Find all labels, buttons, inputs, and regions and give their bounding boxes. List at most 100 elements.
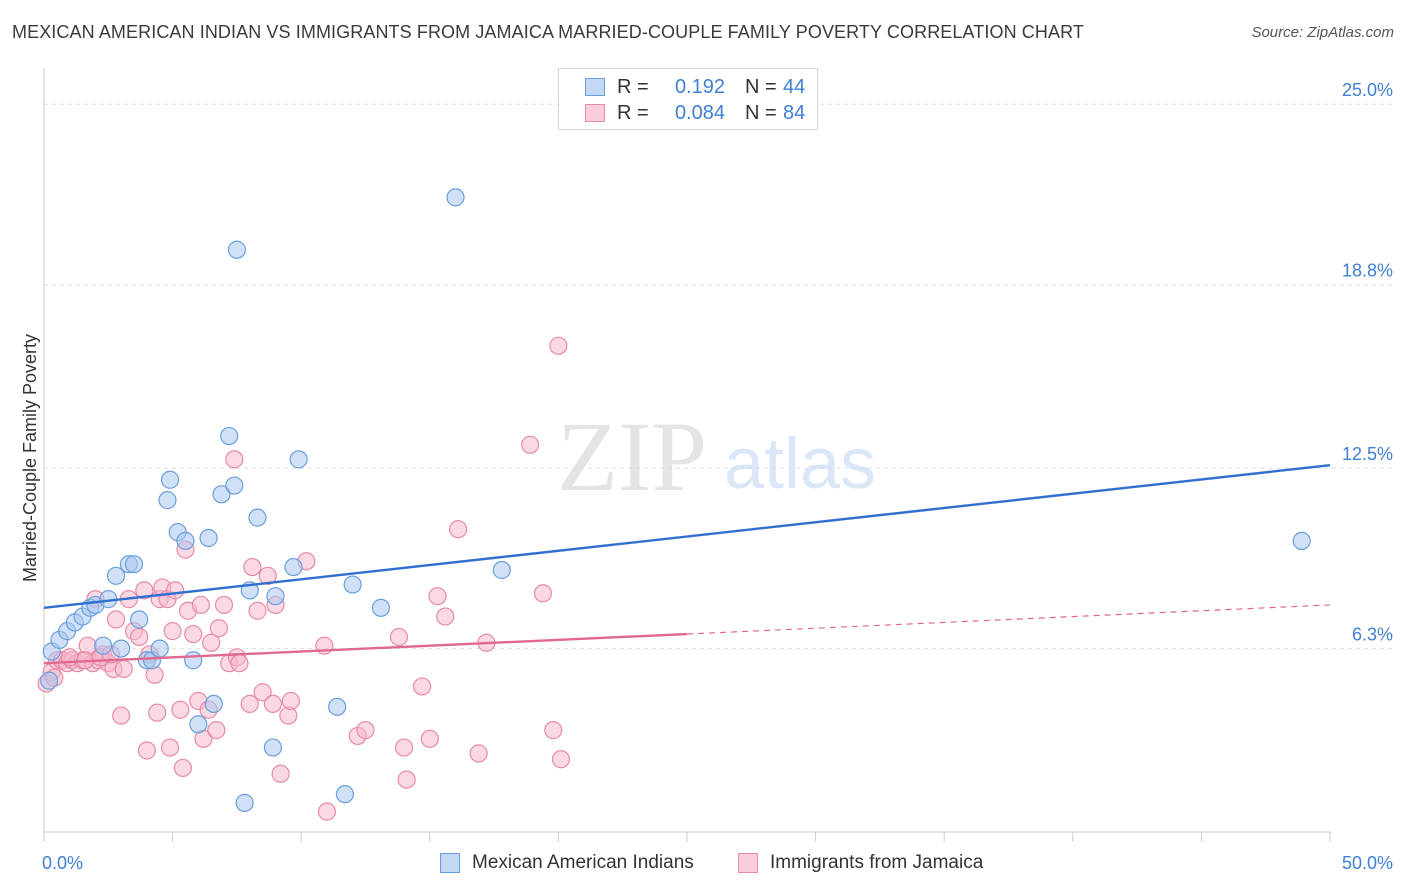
data-point-jamaica bbox=[248, 601, 267, 620]
grid-lines bbox=[44, 103, 1392, 650]
axes bbox=[43, 68, 1331, 842]
legend-row-blue: R = 0.192 N = 44 bbox=[585, 74, 805, 100]
n-value: 44 bbox=[783, 75, 806, 98]
data-point-mexican-american-indians bbox=[235, 793, 254, 812]
data-point-mexican-american-indians bbox=[225, 476, 244, 495]
data-point-jamaica bbox=[281, 691, 301, 711]
n-label: N = bbox=[745, 75, 777, 98]
data-point-mexican-american-indians bbox=[227, 240, 246, 259]
data-point-jamaica bbox=[317, 802, 337, 821]
data-point-mexican-american-indians bbox=[328, 697, 347, 716]
data-point-jamaica bbox=[114, 659, 133, 679]
data-point-jamaica bbox=[112, 706, 131, 725]
data-point-mexican-american-indians bbox=[112, 639, 131, 658]
data-point-mexican-american-indians bbox=[335, 785, 355, 804]
data-point-mexican-american-indians bbox=[343, 575, 362, 594]
data-point-mexican-american-indians bbox=[371, 598, 391, 617]
data-point-jamaica bbox=[521, 435, 540, 454]
data-point-jamaica bbox=[106, 610, 126, 629]
n-value: 84 bbox=[783, 101, 806, 124]
data-point-jamaica bbox=[163, 622, 182, 641]
data-point-mexican-american-indians bbox=[160, 470, 180, 489]
data-point-jamaica bbox=[243, 557, 262, 577]
data-point-jamaica bbox=[214, 595, 234, 615]
trend-line-jamaica-extension bbox=[686, 604, 1331, 635]
data-point-mexican-american-indians bbox=[212, 485, 231, 504]
trend-line-mexican-american-indians bbox=[43, 463, 1331, 610]
data-point-jamaica bbox=[448, 520, 468, 539]
trend-line-jamaica bbox=[43, 632, 688, 665]
watermark-atlas: atlas bbox=[724, 424, 876, 504]
trend-lines bbox=[43, 463, 1331, 665]
data-point-jamaica bbox=[551, 750, 571, 769]
data-point-jamaica bbox=[148, 703, 167, 722]
data-point-jamaica bbox=[209, 619, 228, 638]
data-point-mexican-american-indians bbox=[266, 587, 285, 606]
data-point-jamaica bbox=[549, 336, 568, 355]
data-point-jamaica bbox=[436, 607, 455, 626]
data-point-jamaica bbox=[130, 627, 149, 647]
watermark-zip: ZIP bbox=[557, 401, 707, 512]
data-point-mexican-american-indians bbox=[289, 450, 308, 469]
data-point-jamaica bbox=[135, 581, 154, 600]
r-label: R = bbox=[617, 101, 649, 124]
data-point-jamaica bbox=[230, 654, 249, 673]
data-point-jamaica bbox=[166, 581, 185, 600]
tick-labels: 6.3% 12.5% 18.8% 25.0% 0.0% 50.0% bbox=[42, 80, 1393, 873]
r-value: 0.192 bbox=[674, 75, 725, 98]
data-point-jamaica bbox=[394, 738, 414, 757]
data-point-jamaica bbox=[137, 741, 156, 760]
r-label: R = bbox=[617, 75, 649, 98]
data-point-mexican-american-indians bbox=[94, 636, 113, 655]
data-point-jamaica bbox=[271, 764, 290, 783]
data-point-mexican-american-indians bbox=[150, 639, 169, 658]
data-point-jamaica bbox=[397, 770, 416, 789]
data-point-jamaica bbox=[356, 721, 375, 740]
data-point-mexican-american-indians bbox=[40, 671, 59, 690]
data-point-jamaica bbox=[258, 566, 277, 585]
data-point-mexican-american-indians bbox=[1292, 531, 1311, 550]
data-point-mexican-american-indians bbox=[176, 531, 195, 550]
source-label: Source: ZipAtlas.com bbox=[1251, 24, 1394, 41]
data-point-jamaica bbox=[428, 587, 447, 606]
watermark: ZIP atlas bbox=[557, 401, 876, 512]
legend-row-pink: R = 0.084 N = 84 bbox=[585, 100, 805, 126]
data-point-jamaica bbox=[412, 677, 432, 696]
data-point-mexican-american-indians bbox=[130, 610, 149, 629]
data-point-mexican-american-indians bbox=[446, 188, 465, 207]
data-point-jamaica bbox=[253, 683, 272, 702]
legend-item-mexican-american-indians: Mexican American Indians bbox=[440, 852, 694, 874]
y-tick-label: 12.5% bbox=[1342, 444, 1393, 464]
y-tick-label: 25.0% bbox=[1342, 80, 1393, 100]
data-point-jamaica bbox=[263, 694, 283, 714]
data-point-mexican-american-indians bbox=[189, 715, 208, 734]
data-point-mexican-american-indians bbox=[220, 426, 239, 446]
legend-swatch-blue bbox=[585, 78, 605, 96]
data-point-jamaica bbox=[240, 694, 259, 714]
legend-label: Mexican American Indians bbox=[472, 852, 694, 873]
legend-swatch-blue bbox=[440, 853, 460, 873]
data-point-mexican-american-indians bbox=[248, 508, 267, 527]
data-point-jamaica bbox=[420, 729, 439, 748]
series-mexican-american-indians-points bbox=[40, 188, 1311, 812]
data-point-mexican-american-indians bbox=[263, 738, 283, 757]
data-point-mexican-american-indians bbox=[284, 557, 303, 577]
legend-swatch-pink bbox=[585, 104, 605, 122]
legend-item-jamaica: Immigrants from Jamaica bbox=[738, 852, 983, 874]
data-point-mexican-american-indians bbox=[158, 491, 177, 510]
chart-title: MEXICAN AMERICAN INDIAN VS IMMIGRANTS FR… bbox=[12, 22, 1084, 42]
y-tick-label: 18.8% bbox=[1342, 261, 1393, 281]
data-point-mexican-american-indians bbox=[124, 555, 144, 574]
data-point-mexican-american-indians bbox=[184, 651, 203, 670]
correlation-legend: R = 0.192 N = 44 R = 0.084 N = 84 bbox=[558, 68, 818, 130]
x-tick-label: 0.0% bbox=[42, 853, 83, 873]
n-label: N = bbox=[745, 101, 777, 124]
series-legend: Mexican American Indians Immigrants from… bbox=[0, 852, 1406, 878]
y-tick-label: 6.3% bbox=[1352, 625, 1393, 645]
data-point-jamaica bbox=[469, 744, 488, 763]
data-point-mexican-american-indians bbox=[204, 694, 223, 714]
data-point-mexican-american-indians bbox=[106, 566, 126, 585]
r-value: 0.084 bbox=[674, 101, 725, 124]
data-point-jamaica bbox=[544, 721, 563, 740]
